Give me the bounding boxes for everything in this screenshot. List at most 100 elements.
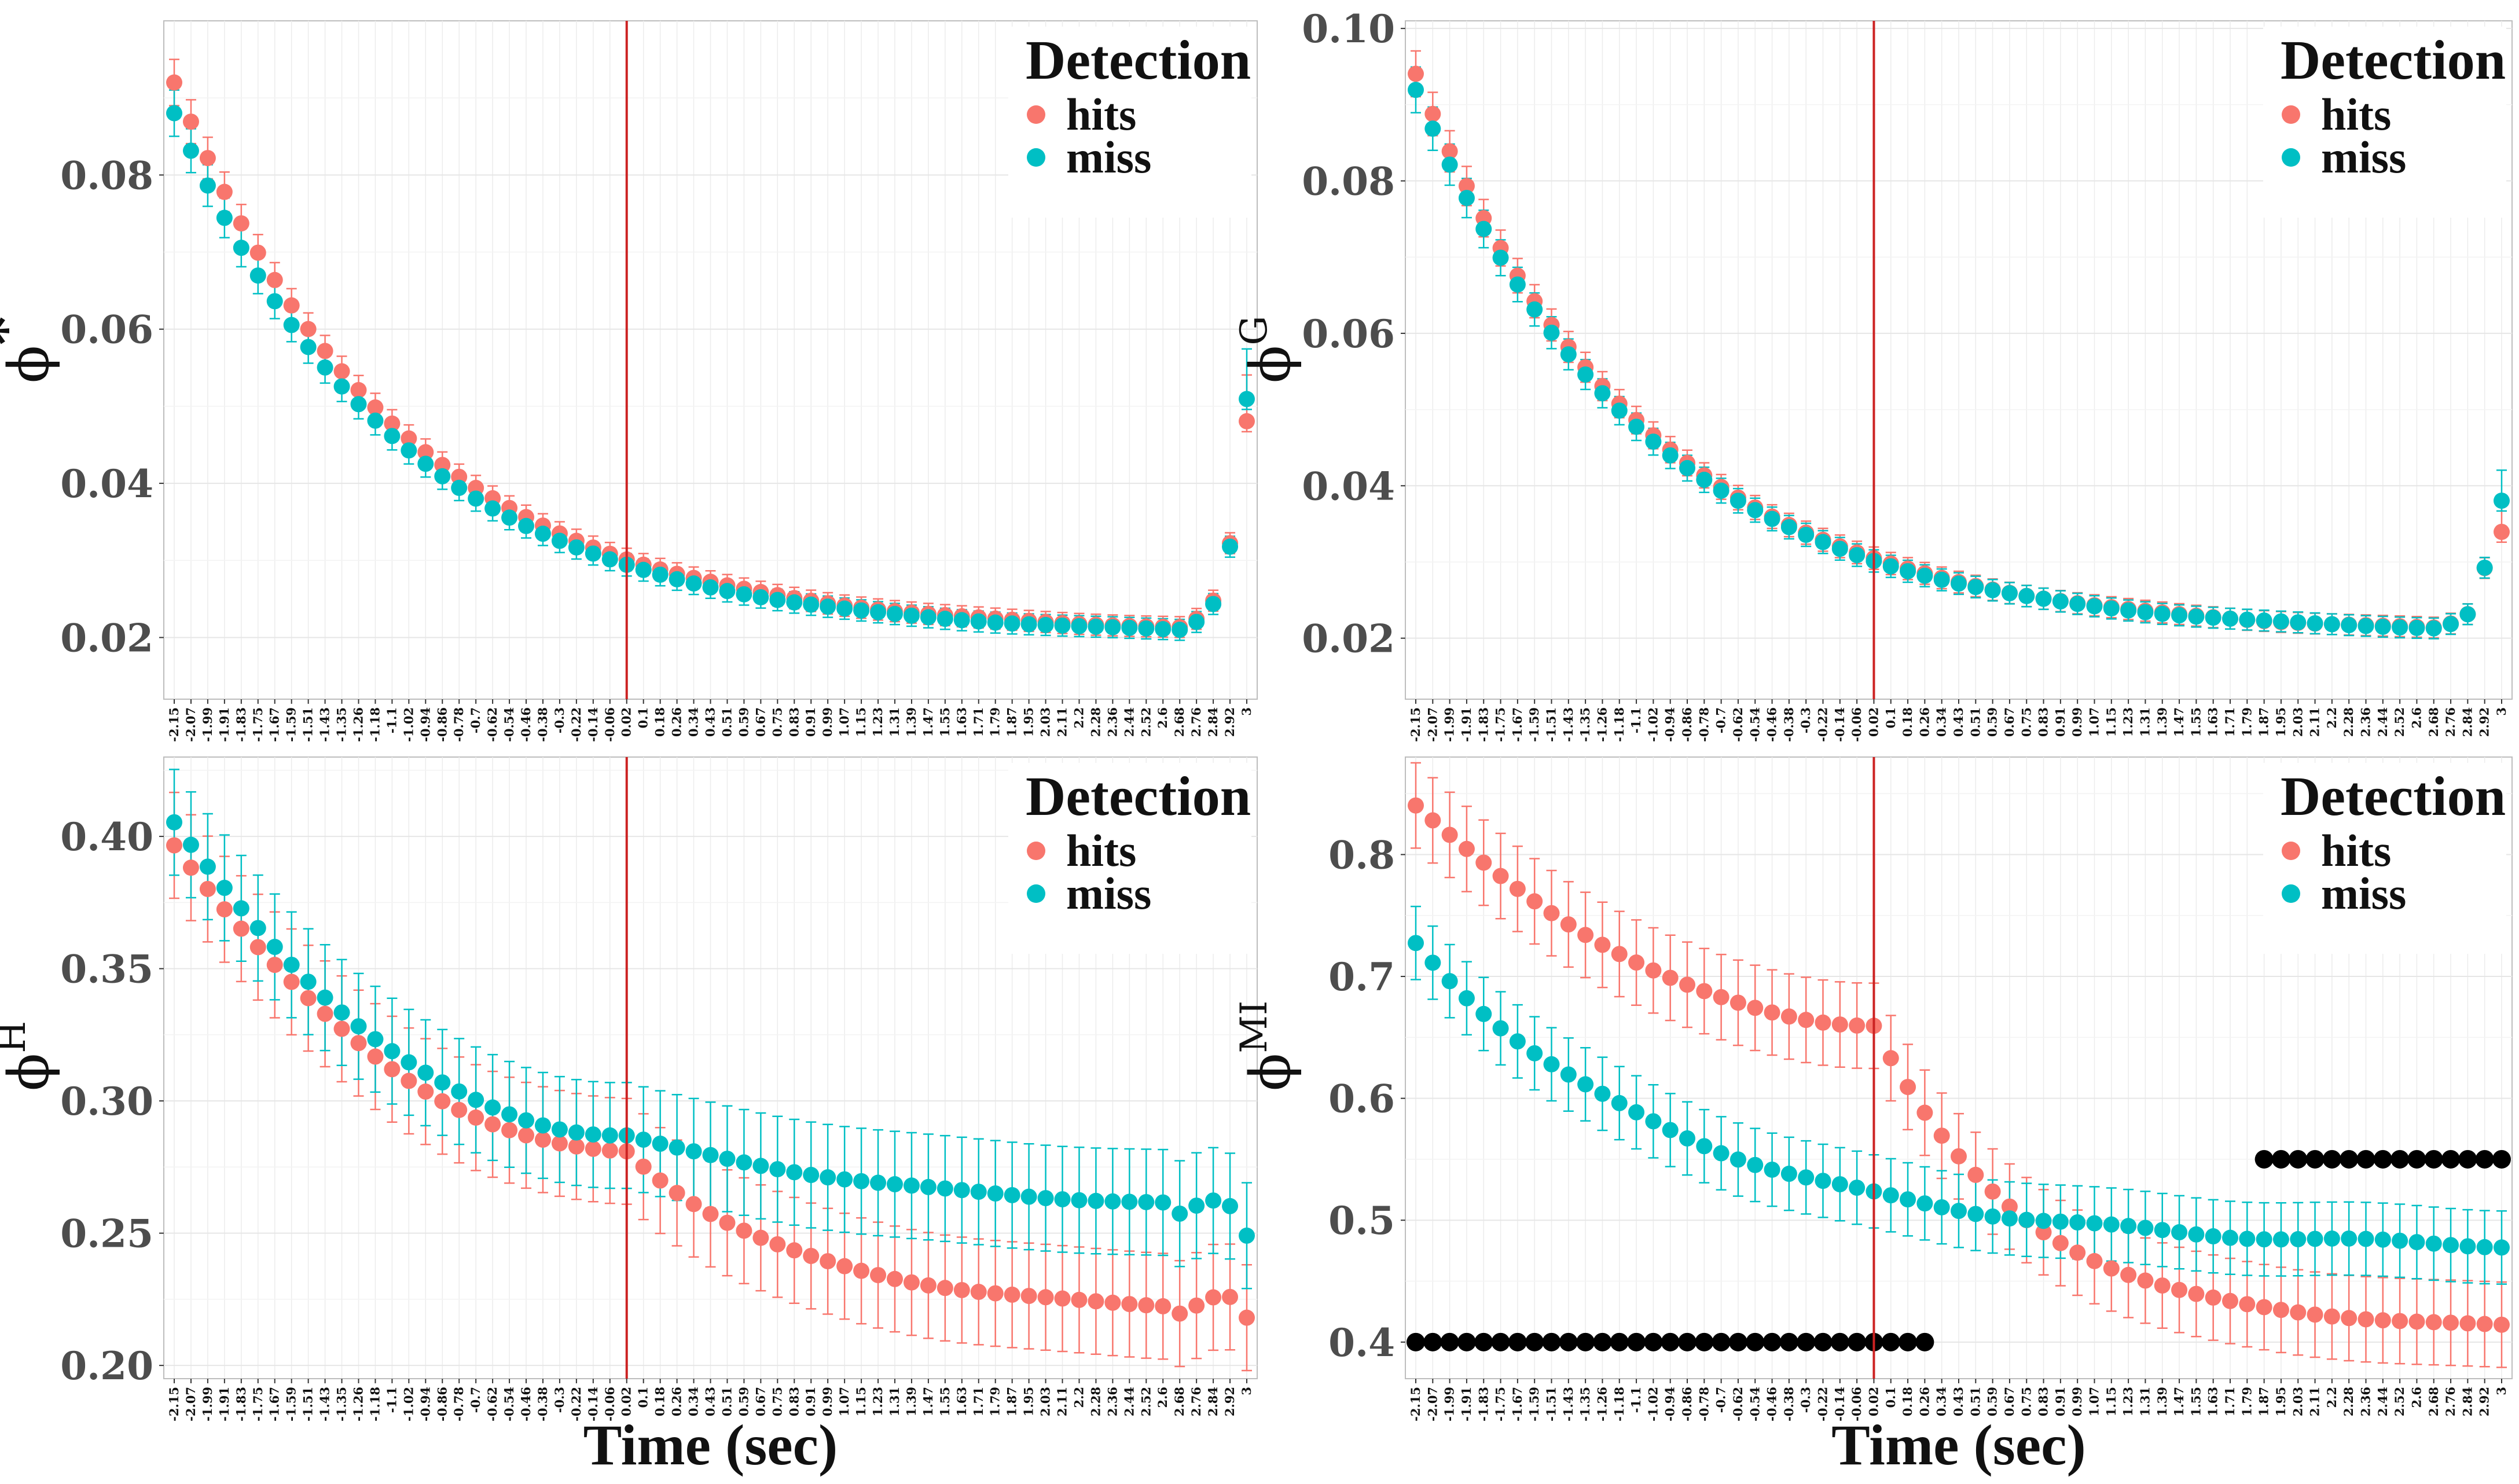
x-tick-label: 1.23 [2121,1387,2135,1416]
x-tick-label: 2.92 [2477,707,2492,737]
data-point-miss [384,428,401,445]
data-point-hits [2120,1266,2137,1283]
data-point-miss [249,920,266,936]
x-tick-label: 1.23 [2121,707,2135,737]
data-point-hits [652,1172,669,1189]
data-point-miss [1900,563,1916,579]
x-tick-label: 0.43 [1951,1387,1966,1416]
data-point-miss [2307,615,2323,631]
data-point-miss [1951,575,1967,592]
data-point-hits [551,1135,568,1152]
data-point-miss [736,586,752,603]
data-point-hits [2188,1285,2205,1302]
data-point-hits [2323,1308,2340,1325]
data-point-hits [266,271,283,288]
y-axis-label: ϕMI [1233,1001,1303,1091]
data-point-miss [752,589,769,605]
data-point-miss [1679,460,1695,476]
data-point-hits [1645,962,1662,979]
x-tick-label: -0.38 [1782,1387,1796,1421]
data-point-miss [1916,567,1933,584]
x-tick-label: -0.3 [552,707,567,733]
data-point-miss [1747,502,1764,519]
significance-marker [1899,1332,1918,1351]
data-point-miss [2222,610,2238,627]
data-point-miss [1155,621,1172,638]
data-point-miss [468,1092,484,1108]
x-tick-label: -0.46 [519,707,533,742]
data-point-miss [182,836,199,853]
data-point-miss [350,1018,367,1035]
y-tick-label: 0.8 [1328,832,1395,877]
data-point-hits [920,1277,937,1294]
x-tick-label: 2.11 [2308,1387,2322,1416]
data-point-miss [2408,1234,2425,1251]
significance-marker [1813,1332,1833,1351]
data-point-miss [752,1158,769,1174]
legend-box [2263,27,2506,218]
x-tick-label: 1.47 [2172,1387,2186,1416]
data-point-hits [1020,1288,1037,1305]
x-tick-label: 0.75 [770,707,784,737]
significance-marker [2391,1149,2410,1169]
legend-key-miss [2282,884,2300,903]
data-point-miss [568,539,585,556]
data-point-hits [836,1258,853,1274]
x-tick-label: 2.92 [1222,707,1237,737]
y-axis-label-symbol: ϕ [0,1053,61,1091]
x-tick-label: -2.15 [167,707,181,742]
significance-marker [2458,1149,2477,1169]
x-tick-label: 0.18 [653,707,667,737]
x-tick-label: 1.87 [1005,707,1019,737]
x-tick-label: 0.34 [1934,707,1949,737]
data-point-miss [1951,1203,1967,1219]
data-point-miss [1104,1193,1121,1210]
data-point-hits [870,1267,887,1284]
x-tick-label: -1.67 [267,707,282,742]
legend-label-hits: hits [1066,89,1136,139]
data-point-miss [2188,608,2205,625]
data-point-hits [1138,1297,1155,1314]
data-point-miss [2103,1216,2120,1233]
x-tick-label: -1.51 [301,1387,315,1421]
data-point-hits [1849,1017,1866,1034]
data-point-miss [903,607,920,624]
y-tick-label: 0.04 [1302,464,1395,509]
data-point-miss [2018,587,2035,604]
x-tick-label: -0.22 [1816,1387,1830,1421]
data-point-miss [1408,82,1424,98]
x-tick-label: 1.79 [988,1387,1003,1416]
significance-marker [1695,1332,1714,1351]
x-tick-label: 0.91 [2053,707,2068,737]
x-tick-label: -0.22 [569,1387,583,1421]
data-point-hits [501,1122,518,1138]
data-point-miss [182,142,199,159]
x-tick-label: 1.15 [854,1387,868,1416]
data-point-miss [1594,1085,1611,1102]
significance-marker [2407,1149,2426,1169]
x-tick-label: 1.31 [887,1387,902,1416]
data-point-miss [1138,620,1155,637]
significance-marker [1525,1332,1544,1351]
x-tick-label: -1.99 [200,707,215,742]
x-tick-label: 2.11 [2308,707,2322,737]
legend-key-hits [2282,105,2300,124]
x-tick-label: -1.59 [284,707,299,742]
x-tick-label: 0.02 [619,1387,634,1416]
data-point-hits [2341,1310,2358,1327]
data-point-miss [2018,1211,2035,1228]
data-point-hits [249,939,266,956]
x-tick-label: -0.7 [1714,707,1728,733]
data-point-miss [468,490,484,507]
x-tick-label: 1.55 [938,707,952,737]
data-point-miss [518,1112,535,1129]
significance-marker [2340,1149,2359,1169]
x-tick-label: 1.07 [837,707,851,737]
y-tick-label: 0.35 [60,947,153,992]
data-point-miss [987,1185,1004,1202]
x-tick-label: 0.67 [753,707,768,737]
data-point-miss [2001,585,2018,601]
data-point-miss [1645,434,1662,450]
data-point-hits [2256,1299,2272,1316]
data-point-miss [1967,1206,1984,1222]
